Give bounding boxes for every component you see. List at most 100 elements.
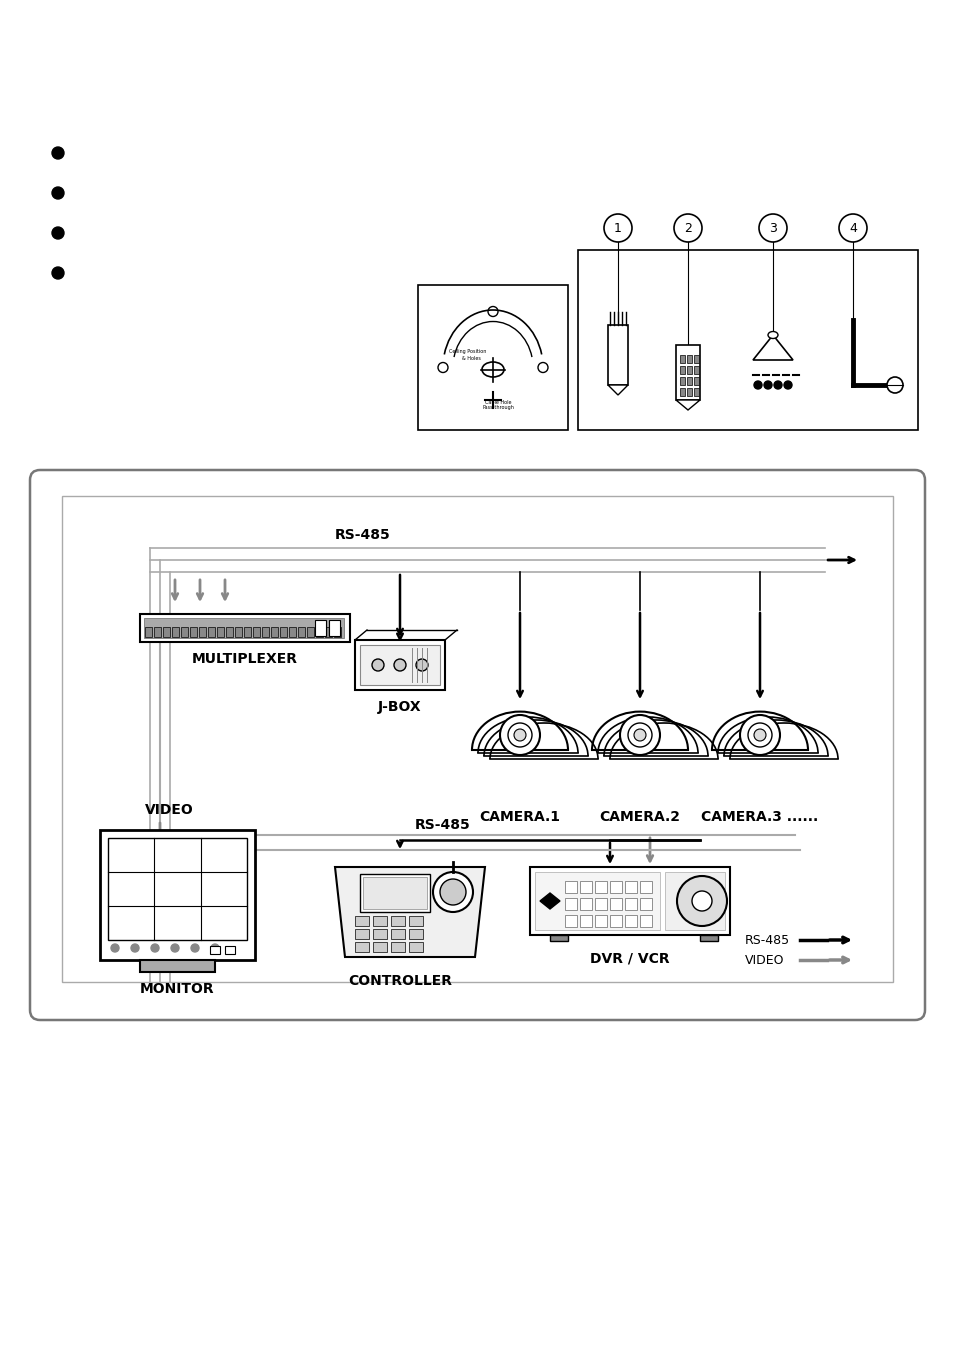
Circle shape xyxy=(131,944,139,952)
Ellipse shape xyxy=(767,332,778,338)
Circle shape xyxy=(394,659,406,672)
Bar xyxy=(226,627,233,636)
Text: MONITOR: MONITOR xyxy=(140,982,214,997)
Text: DVR / VCR: DVR / VCR xyxy=(590,951,669,965)
Bar xyxy=(564,881,577,894)
Bar xyxy=(373,942,387,952)
Bar xyxy=(181,627,188,636)
Bar xyxy=(609,915,621,927)
Bar xyxy=(391,917,405,926)
Bar xyxy=(624,898,637,910)
Bar xyxy=(693,389,699,395)
Bar xyxy=(140,960,214,972)
Circle shape xyxy=(151,944,159,952)
Bar xyxy=(579,898,592,910)
Bar xyxy=(686,389,691,395)
Bar xyxy=(373,929,387,940)
Text: RS-485: RS-485 xyxy=(415,818,470,831)
Text: RS-485: RS-485 xyxy=(744,933,789,946)
Circle shape xyxy=(677,876,726,926)
Circle shape xyxy=(838,214,866,242)
Bar xyxy=(639,881,651,894)
Bar xyxy=(334,627,340,636)
Bar xyxy=(244,627,251,636)
Bar xyxy=(609,898,621,910)
Circle shape xyxy=(603,214,631,242)
Bar xyxy=(676,345,700,399)
Text: 3: 3 xyxy=(768,222,776,234)
Bar xyxy=(579,915,592,927)
Circle shape xyxy=(416,659,428,672)
Polygon shape xyxy=(539,894,559,909)
Bar xyxy=(297,627,305,636)
Bar xyxy=(271,627,277,636)
Circle shape xyxy=(171,944,179,952)
Bar xyxy=(314,620,326,636)
Bar xyxy=(417,284,567,431)
Circle shape xyxy=(52,227,64,240)
Bar xyxy=(100,830,254,960)
Circle shape xyxy=(439,879,465,904)
Bar xyxy=(262,627,269,636)
Text: MULTIPLEXER: MULTIPLEXER xyxy=(192,653,297,666)
Bar xyxy=(208,627,214,636)
Circle shape xyxy=(52,187,64,199)
Text: & Holes: & Holes xyxy=(461,356,480,360)
Text: 2: 2 xyxy=(683,222,691,234)
Circle shape xyxy=(886,376,902,393)
Bar xyxy=(535,872,659,930)
Bar xyxy=(145,627,152,636)
Bar xyxy=(329,620,339,636)
Text: VIDEO: VIDEO xyxy=(744,953,783,967)
Bar xyxy=(373,917,387,926)
Bar xyxy=(679,366,684,374)
Circle shape xyxy=(740,715,780,756)
Bar xyxy=(595,881,606,894)
Bar xyxy=(190,627,196,636)
Bar xyxy=(624,881,637,894)
Polygon shape xyxy=(607,385,627,395)
Bar xyxy=(216,627,224,636)
FancyBboxPatch shape xyxy=(30,470,924,1020)
Bar xyxy=(700,936,718,941)
Bar xyxy=(409,929,422,940)
Bar xyxy=(639,915,651,927)
Circle shape xyxy=(763,380,771,389)
Bar xyxy=(280,627,287,636)
Bar xyxy=(550,936,567,941)
Bar xyxy=(679,355,684,363)
Bar xyxy=(359,645,439,685)
Text: CAMERA.1: CAMERA.1 xyxy=(479,810,560,825)
Bar xyxy=(693,355,699,363)
Bar xyxy=(359,873,430,913)
Polygon shape xyxy=(752,334,792,360)
Circle shape xyxy=(191,944,199,952)
Circle shape xyxy=(691,891,711,911)
Bar xyxy=(108,838,247,940)
Circle shape xyxy=(514,728,525,741)
Text: Cable Hole
Pass-through: Cable Hole Pass-through xyxy=(481,399,514,410)
Bar xyxy=(530,867,729,936)
Circle shape xyxy=(634,728,645,741)
Bar xyxy=(355,917,369,926)
Bar xyxy=(595,915,606,927)
Bar xyxy=(391,929,405,940)
Circle shape xyxy=(52,267,64,279)
Bar xyxy=(325,627,332,636)
Text: CAMERA.2: CAMERA.2 xyxy=(598,810,679,825)
Bar xyxy=(363,877,427,909)
Text: 1: 1 xyxy=(614,222,621,234)
Bar xyxy=(225,946,234,955)
Text: J-BOX: J-BOX xyxy=(377,700,421,714)
Bar xyxy=(679,389,684,395)
Circle shape xyxy=(433,872,473,913)
Circle shape xyxy=(372,659,384,672)
Text: CAMERA.3 ......: CAMERA.3 ...... xyxy=(700,810,818,825)
Bar xyxy=(315,627,323,636)
Circle shape xyxy=(747,723,771,747)
Bar xyxy=(607,325,627,385)
Bar xyxy=(595,898,606,910)
Bar xyxy=(355,640,444,691)
Bar xyxy=(307,627,314,636)
Circle shape xyxy=(673,214,701,242)
